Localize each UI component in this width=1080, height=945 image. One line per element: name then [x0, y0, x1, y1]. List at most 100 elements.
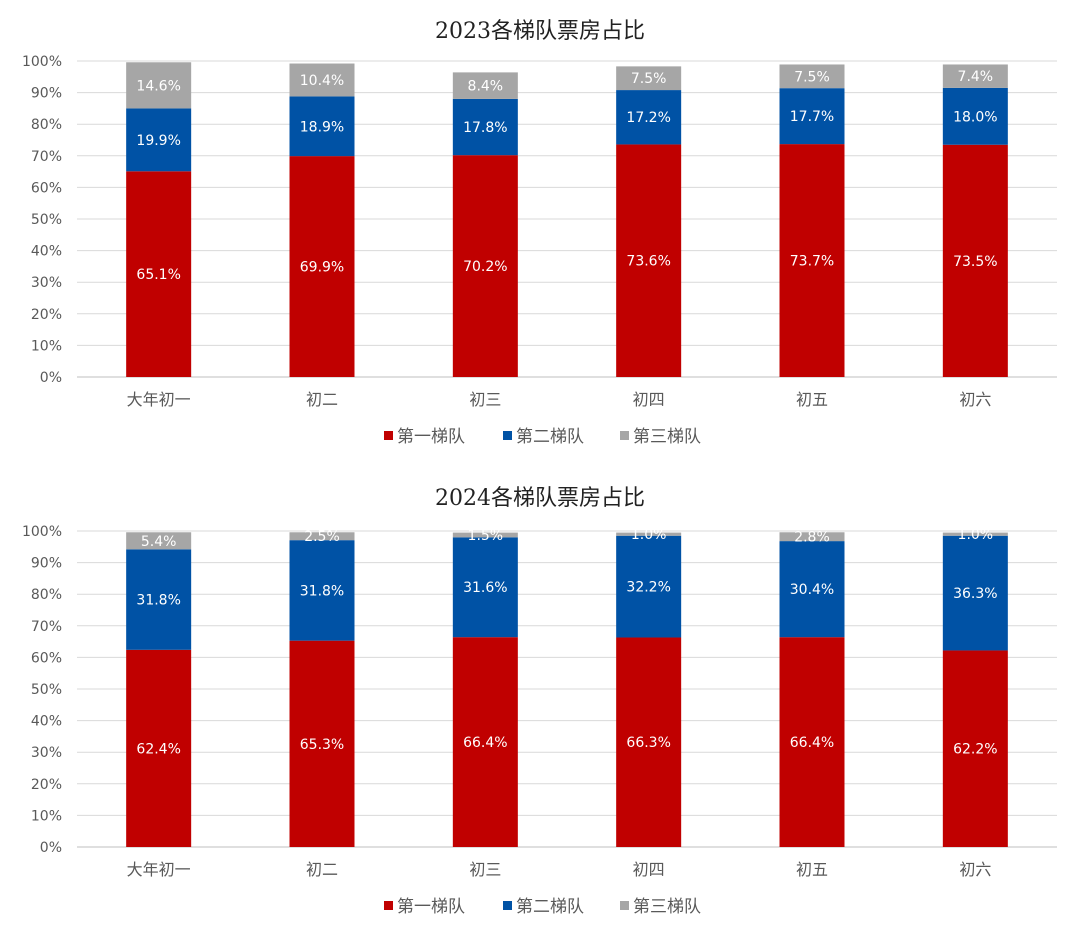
data-label: 1.5% — [468, 528, 504, 544]
data-label: 17.2% — [626, 110, 670, 126]
bar-segment — [779, 637, 845, 847]
data-label: 70.2% — [463, 259, 507, 275]
y-tick-label: 50% — [31, 682, 62, 698]
legend-label: 第二梯队 — [516, 897, 584, 917]
bar-segment — [126, 649, 192, 847]
data-label: 73.7% — [790, 254, 834, 270]
data-label: 1.0% — [631, 527, 667, 543]
y-tick-label: 100% — [22, 54, 62, 70]
bar-segment — [126, 108, 192, 172]
x-tick-label: 大年初一 — [127, 390, 191, 409]
y-tick-label: 40% — [31, 714, 62, 730]
data-label: 32.2% — [626, 580, 670, 596]
y-tick-label: 30% — [31, 275, 62, 291]
y-tick-label: 40% — [31, 244, 62, 260]
x-tick-label: 初三 — [469, 390, 501, 409]
y-tick-label: 0% — [40, 840, 62, 856]
legend-swatch — [384, 431, 393, 440]
bar-segment — [942, 87, 1008, 145]
bar-segment — [616, 532, 682, 536]
y-tick-label: 50% — [31, 212, 62, 228]
bar-segment — [452, 637, 518, 847]
data-label: 69.9% — [300, 260, 344, 276]
data-label: 17.7% — [790, 109, 834, 125]
y-tick-label: 100% — [22, 524, 62, 540]
legend-swatch — [503, 431, 512, 440]
data-label: 10.4% — [300, 73, 344, 89]
data-label: 65.1% — [136, 267, 180, 283]
y-tick-label: 60% — [31, 180, 62, 196]
y-tick-label: 20% — [31, 307, 62, 323]
y-tick-label: 30% — [31, 745, 62, 761]
legend-swatch — [503, 901, 512, 910]
bar-segment — [616, 637, 682, 847]
data-label: 2.5% — [304, 529, 340, 545]
bar-segment — [452, 72, 518, 99]
data-label: 31.8% — [136, 593, 180, 609]
x-tick-label: 初三 — [469, 860, 501, 879]
x-tick-label: 初六 — [959, 390, 991, 409]
y-tick-label: 80% — [31, 117, 62, 133]
bar-segment — [289, 540, 355, 641]
data-label: 73.6% — [626, 254, 670, 270]
bar-segment — [779, 88, 845, 145]
data-label: 2.8% — [794, 530, 830, 546]
x-tick-label: 大年初一 — [127, 860, 191, 879]
chart-title: 2024各梯队票房占比 — [435, 486, 645, 511]
data-label: 1.0% — [958, 527, 994, 543]
data-label: 66.4% — [790, 735, 834, 751]
data-label: 17.8% — [463, 120, 507, 136]
y-tick-label: 60% — [31, 650, 62, 666]
chart-title: 2023各梯队票房占比 — [435, 19, 645, 44]
bar-segment — [942, 532, 1008, 536]
bar-segment — [779, 532, 845, 542]
y-tick-label: 70% — [31, 619, 62, 635]
chart-panel-2: 2024各梯队票房占比 0% 10% 20% 30% 40% 50% 60% 70% 80% 90%… — [22, 486, 1057, 917]
x-tick-label: 初五 — [796, 860, 828, 879]
bar-segment — [289, 532, 355, 541]
y-tick-label: 10% — [31, 338, 62, 354]
legend-swatch — [384, 901, 393, 910]
data-label: 8.4% — [468, 79, 504, 95]
legend-label: 第三梯队 — [633, 897, 701, 917]
y-tick-label: 20% — [31, 777, 62, 793]
x-tick-label: 初四 — [633, 390, 665, 409]
data-label: 5.4% — [141, 534, 177, 550]
legend-label: 第二梯队 — [516, 427, 584, 447]
bar-segment — [289, 640, 355, 847]
bar-segment — [942, 650, 1008, 847]
data-label: 62.2% — [953, 742, 997, 758]
legend-swatch — [620, 431, 629, 440]
bar-segment — [126, 62, 192, 109]
x-tick-label: 初四 — [633, 860, 665, 879]
x-tick-label: 初六 — [959, 860, 991, 879]
y-tick-label: 90% — [31, 86, 62, 102]
bar-segment — [452, 98, 518, 156]
y-tick-label: 0% — [40, 370, 62, 386]
bar-segment — [779, 64, 845, 89]
data-label: 30.4% — [790, 582, 834, 598]
bar-segment — [616, 66, 682, 91]
bar-segment — [452, 155, 518, 377]
bar-segment — [452, 537, 518, 638]
data-label: 73.5% — [953, 254, 997, 270]
bar-segment — [779, 144, 845, 377]
y-tick-label: 10% — [31, 808, 62, 824]
legend-label: 第一梯队 — [397, 427, 465, 447]
bar-segment — [942, 144, 1008, 377]
data-label: 66.4% — [463, 735, 507, 751]
x-tick-label: 初二 — [306, 390, 338, 409]
bar-segment — [126, 171, 192, 377]
bar-segment — [289, 96, 355, 157]
chart-panel-1: 2023各梯队票房占比 0% 10% 20% 30% 40% 50% 60% 70% 80% 90%… — [22, 19, 1057, 447]
bar-segment — [126, 549, 192, 650]
legend-label: 第三梯队 — [633, 427, 701, 447]
legend-swatch — [620, 901, 629, 910]
data-label: 65.3% — [300, 737, 344, 753]
data-label: 14.6% — [136, 78, 180, 94]
data-label: 19.9% — [136, 133, 180, 149]
y-tick-label: 80% — [31, 587, 62, 603]
bar-segment — [942, 535, 1008, 651]
data-label: 18.9% — [300, 119, 344, 135]
